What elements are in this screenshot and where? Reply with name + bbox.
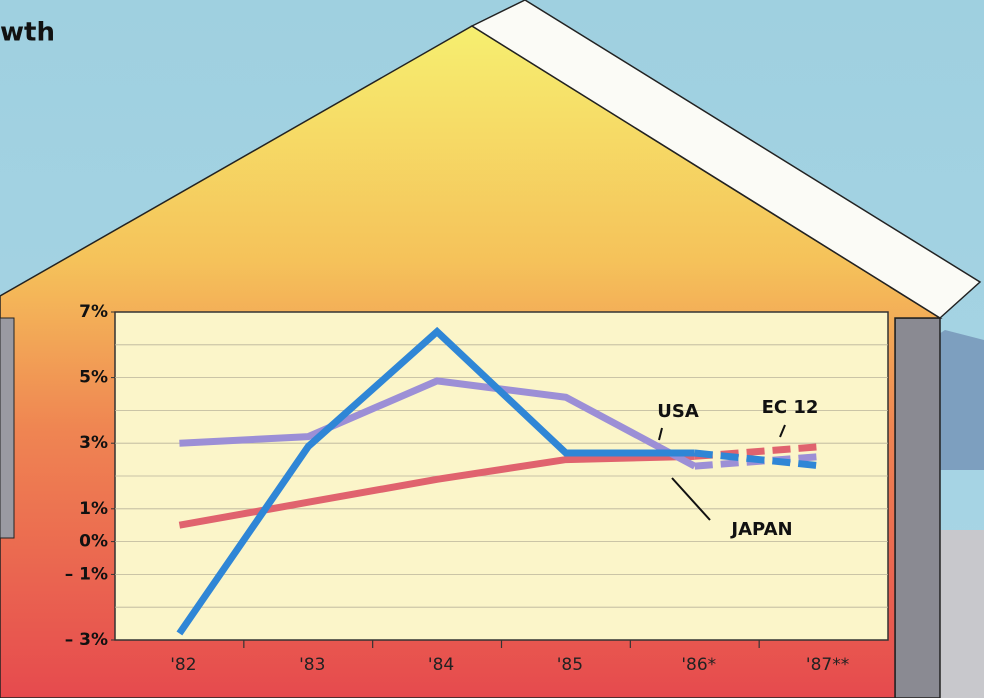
- y-tick-label: 3%: [79, 433, 108, 453]
- annotation-leader: [671, 477, 711, 521]
- side-wall: [894, 317, 941, 698]
- y-tick-label: – 3%: [65, 630, 108, 650]
- series-label: EC 12: [762, 397, 819, 418]
- x-tick-label: '84: [428, 655, 454, 675]
- plot: 7% 5% 3% 1% 0% – 1% – 3% '82 '83 '84 '85 '86* '87** E…: [65, 302, 888, 675]
- y-tick-label: 0%: [79, 532, 108, 552]
- y-tick-label: 5%: [79, 368, 108, 388]
- series-line: [179, 377, 697, 470]
- roof: [470, 0, 982, 319]
- series-line: [694, 449, 824, 470]
- x-tick-label: '82: [170, 655, 196, 675]
- x-tick-label: '85: [557, 655, 583, 675]
- x-tick-label: '83: [299, 655, 325, 675]
- x-tick-label: '86*: [681, 655, 716, 675]
- series-line: [694, 442, 824, 460]
- annotation-leader: [779, 424, 786, 438]
- series-line: [176, 326, 695, 636]
- series-label: JAPAN: [729, 519, 792, 540]
- annotation-leader: [658, 427, 663, 441]
- y-tick-label: 7%: [79, 302, 108, 322]
- y-tick-label: – 1%: [65, 564, 108, 584]
- series-label: USA: [657, 401, 699, 422]
- chart-title: wth: [0, 18, 55, 48]
- y-tick-label: 1%: [79, 499, 108, 519]
- side-wall: [0, 317, 15, 539]
- x-tick-label: '87**: [806, 655, 849, 675]
